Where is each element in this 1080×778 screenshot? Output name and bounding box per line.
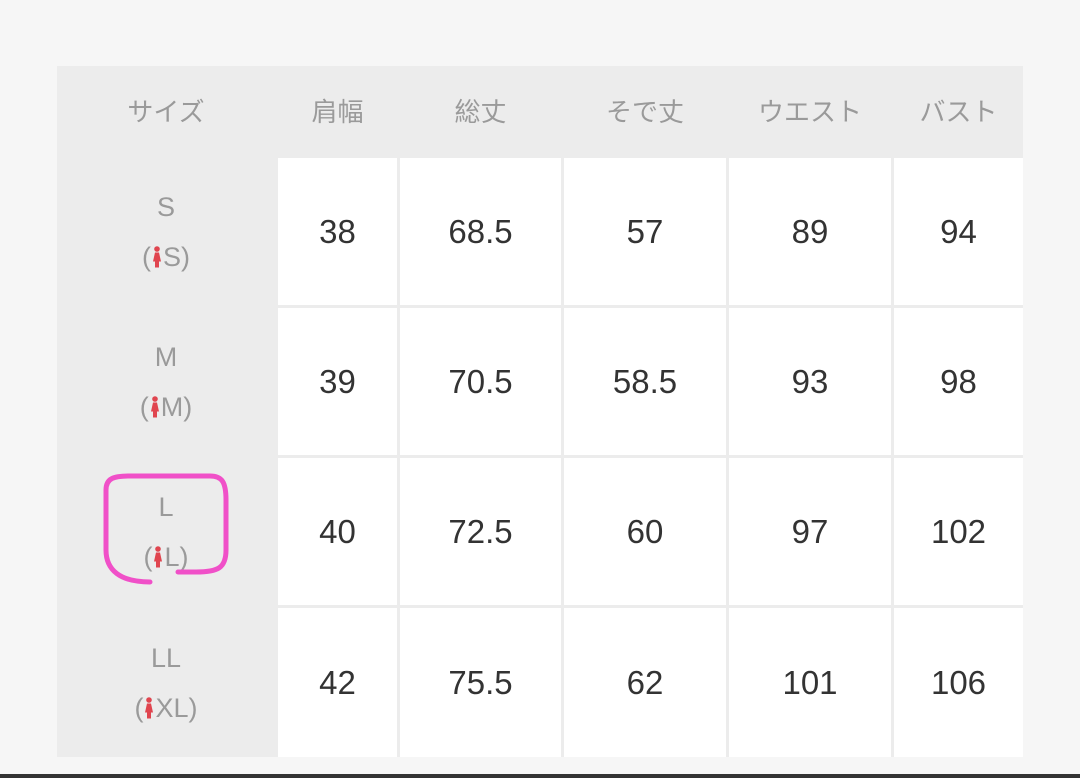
table-cell: 57 <box>564 158 726 305</box>
table-cell: 60 <box>564 458 726 605</box>
woman-icon <box>153 534 163 567</box>
size-chart-table: サイズ 肩幅 総丈 そで丈 ウエスト バスト S(S) 38 68.5 57 89 94 M(M) 39 7… <box>57 66 1023 757</box>
table-cell: 106 <box>894 608 1023 757</box>
size-cell: LL (XL) <box>57 608 275 757</box>
table-cell: 58.5 <box>564 308 726 455</box>
size-cell: S(S) <box>57 158 275 305</box>
size-label: LL <box>150 642 182 673</box>
table-cell: 101 <box>729 608 891 757</box>
size-cell: M(M) <box>57 308 275 455</box>
women-size-label: (S) <box>142 232 190 282</box>
table-cell: 93 <box>729 308 891 455</box>
women-size-label: (M) <box>140 382 193 432</box>
column-header: 総丈 <box>400 66 561 155</box>
woman-icon <box>150 384 160 417</box>
column-header: サイズ <box>57 66 275 155</box>
table-cell: 89 <box>729 158 891 305</box>
table-cell: 62 <box>564 608 726 757</box>
women-size: M <box>160 391 184 422</box>
table-cell: 72.5 <box>400 458 561 605</box>
table-cell: 40 <box>278 458 397 605</box>
table-cell: 68.5 <box>400 158 561 305</box>
bottom-edge <box>0 774 1080 778</box>
size-cell: L(L) <box>57 458 275 605</box>
size-label: S <box>156 191 175 222</box>
column-header: ウエスト <box>729 66 891 155</box>
women-size: S <box>162 241 181 272</box>
women-size-label: (XL) <box>134 683 197 733</box>
table-cell: 94 <box>894 158 1023 305</box>
table-cell: 39 <box>278 308 397 455</box>
woman-icon <box>152 234 162 267</box>
table-cell: 102 <box>894 458 1023 605</box>
highlight-annotation <box>103 473 229 585</box>
women-size: XL <box>155 692 189 723</box>
table-cell: 70.5 <box>400 308 561 455</box>
table-cell: 38 <box>278 158 397 305</box>
size-label: L <box>158 491 174 522</box>
column-header: バスト <box>894 66 1023 155</box>
column-header: 肩幅 <box>278 66 397 155</box>
size-label: M <box>154 341 178 372</box>
women-size: L <box>164 541 180 572</box>
table-cell: 42 <box>278 608 397 757</box>
column-header: そで丈 <box>564 66 726 155</box>
table-cell: 98 <box>894 308 1023 455</box>
table-cell: 97 <box>729 458 891 605</box>
women-size-label: (L) <box>143 532 188 582</box>
woman-icon <box>144 685 154 718</box>
table-cell: 75.5 <box>400 608 561 757</box>
